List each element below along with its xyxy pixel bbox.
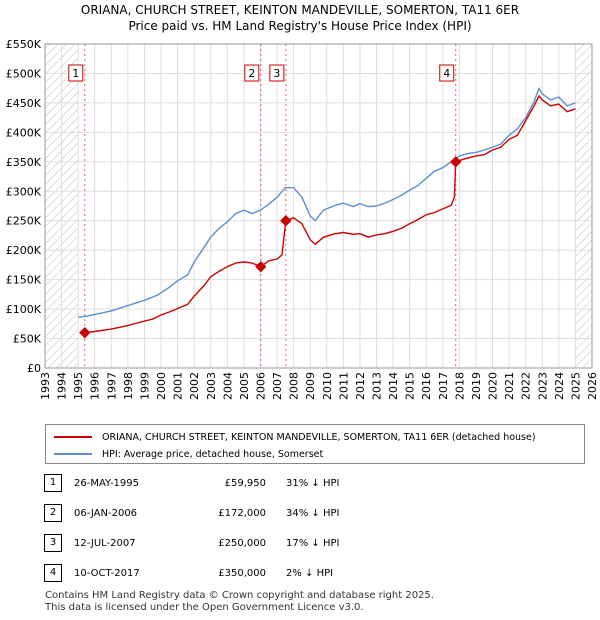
sale-hpi-diff: 34% ↓ HPI xyxy=(286,508,340,519)
sale-label-number: 2 xyxy=(248,67,255,80)
x-tick-label: 2024 xyxy=(553,372,566,400)
price-chart: ORIANA, CHURCH STREET, KEINTON MANDEVILL… xyxy=(6,3,599,400)
x-tick-label: 2011 xyxy=(337,372,350,400)
sale-label-box xyxy=(439,64,455,82)
footer-copyright: Contains HM Land Registry data © Crown c… xyxy=(45,590,434,601)
y-tick-label: £400K xyxy=(6,126,42,139)
sale-number: 4 xyxy=(44,564,62,582)
x-tick-label: 2006 xyxy=(254,372,267,400)
x-tick-label: 2022 xyxy=(520,372,533,400)
sale-label-box xyxy=(244,64,260,82)
x-tick-label: 2002 xyxy=(188,372,201,400)
sale-price: £59,950 xyxy=(224,478,266,489)
legend: ORIANA, CHURCH STREET, KEINTON MANDEVILL… xyxy=(45,424,585,464)
sale-label-box xyxy=(269,64,285,82)
sale-row: 4 10-OCT-2017 £350,000 2% ↓ HPI xyxy=(44,560,464,590)
x-tick-label: 2017 xyxy=(437,372,450,400)
x-tick-label: 2019 xyxy=(470,372,483,400)
x-tick-label: 2021 xyxy=(503,372,516,400)
sale-row: 1 26-MAY-1995 £59,950 31% ↓ HPI xyxy=(44,470,464,500)
x-tick-label: 1996 xyxy=(89,372,102,400)
y-tick-label: £150K xyxy=(6,274,42,287)
x-tick-label: 2016 xyxy=(420,372,433,400)
sale-date: 26-MAY-1995 xyxy=(74,478,140,489)
x-tick-label: 2009 xyxy=(304,372,317,400)
legend-label-hpi: HPI: Average price, detached house, Some… xyxy=(102,448,324,460)
sale-point xyxy=(450,156,462,168)
x-tick-label: 1999 xyxy=(138,372,151,400)
x-tick-label: 2010 xyxy=(321,372,334,400)
x-tick-label: 2003 xyxy=(205,372,218,400)
legend-label-property: ORIANA, CHURCH STREET, KEINTON MANDEVILL… xyxy=(102,431,536,443)
chart-subtitle: Price paid vs. HM Land Registry's House … xyxy=(128,19,471,33)
sale-hpi-diff: 17% ↓ HPI xyxy=(286,538,340,549)
chart-title: ORIANA, CHURCH STREET, KEINTON MANDEVILL… xyxy=(81,3,519,17)
sale-date: 06-JAN-2006 xyxy=(74,508,138,519)
sale-point xyxy=(280,215,292,227)
sale-date: 10-OCT-2017 xyxy=(74,568,140,579)
sale-label-number: 4 xyxy=(443,67,450,80)
x-tick-label: 2001 xyxy=(172,372,185,400)
sale-number: 3 xyxy=(44,534,62,552)
property-series-line xyxy=(84,95,576,334)
sale-row: 2 06-JAN-2006 £172,000 34% ↓ HPI xyxy=(44,500,464,530)
legend-swatch-property xyxy=(54,436,92,438)
sale-price: £250,000 xyxy=(218,538,266,549)
sale-label-box xyxy=(68,64,84,82)
footer-licence: This data is licensed under the Open Gov… xyxy=(45,602,364,613)
sale-price: £350,000 xyxy=(218,568,266,579)
y-tick-label: £0 xyxy=(27,362,41,375)
y-tick-label: £350K xyxy=(6,156,42,169)
sale-point xyxy=(79,327,91,339)
y-tick-label: £300K xyxy=(6,185,42,198)
x-tick-label: 1998 xyxy=(122,372,135,400)
sale-number: 2 xyxy=(44,504,62,522)
hatch-region-after xyxy=(575,44,592,368)
sale-date: 12-JUL-2007 xyxy=(74,538,136,549)
x-tick-label: 2005 xyxy=(238,372,251,400)
sale-label-number: 3 xyxy=(273,67,280,80)
x-tick-label: 2014 xyxy=(387,372,400,400)
sale-hpi-diff: 31% ↓ HPI xyxy=(286,478,340,489)
sale-point xyxy=(255,261,267,273)
y-tick-label: £450K xyxy=(6,97,42,110)
x-tick-label: 2023 xyxy=(536,372,549,400)
sale-label-number: 1 xyxy=(72,67,79,80)
y-tick-label: £100K xyxy=(6,303,42,316)
sale-number: 1 xyxy=(44,474,62,492)
x-tick-label: 1995 xyxy=(72,372,85,400)
x-tick-label: 1994 xyxy=(56,372,69,400)
x-tick-label: 1993 xyxy=(39,372,52,400)
x-tick-label: 2018 xyxy=(453,372,466,400)
x-tick-label: 2008 xyxy=(288,372,301,400)
x-tick-label: 1997 xyxy=(105,372,118,400)
y-tick-label: £250K xyxy=(6,215,42,228)
y-tick-label: £50K xyxy=(13,333,42,346)
sale-row: 3 12-JUL-2007 £250,000 17% ↓ HPI xyxy=(44,530,464,560)
sale-hpi-diff: 2% ↓ HPI xyxy=(286,568,334,579)
y-tick-label: £500K xyxy=(6,67,42,80)
y-tick-label: £200K xyxy=(6,244,42,257)
x-tick-label: 2013 xyxy=(371,372,384,400)
y-tick-label: £550K xyxy=(6,38,42,51)
footer: Contains HM Land Registry data © Crown c… xyxy=(45,590,434,614)
x-tick-label: 2000 xyxy=(155,372,168,400)
x-tick-label: 2026 xyxy=(586,372,599,400)
x-tick-label: 2007 xyxy=(271,372,284,400)
sale-price: £172,000 xyxy=(218,508,266,519)
x-tick-label: 2004 xyxy=(221,372,234,400)
x-tick-label: 2012 xyxy=(354,372,367,400)
x-tick-label: 2020 xyxy=(487,372,500,400)
x-tick-label: 2015 xyxy=(404,372,417,400)
x-tick-label: 2025 xyxy=(569,372,582,400)
legend-item-property: ORIANA, CHURCH STREET, KEINTON MANDEVILL… xyxy=(54,429,536,445)
plot-frame xyxy=(44,43,593,369)
hpi-series-line xyxy=(78,87,576,318)
sales-table: 1 26-MAY-1995 £59,950 31% ↓ HPI 2 06-JAN… xyxy=(44,470,464,590)
legend-swatch-hpi xyxy=(54,453,92,455)
legend-item-hpi: HPI: Average price, detached house, Some… xyxy=(54,446,323,462)
